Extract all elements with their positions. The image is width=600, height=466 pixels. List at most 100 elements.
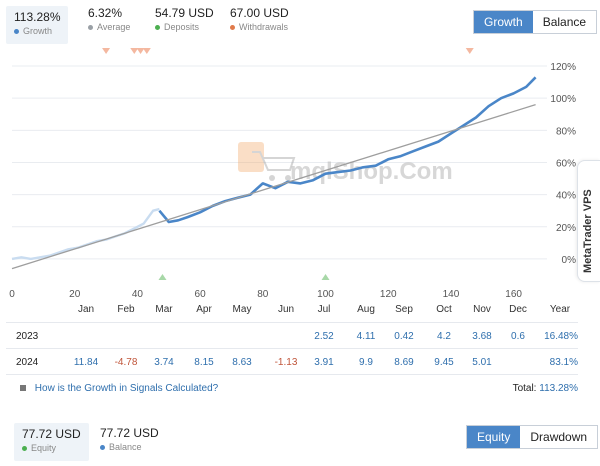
balance-dot-icon bbox=[100, 445, 105, 451]
x-tick-label: 0 bbox=[9, 289, 15, 300]
deposit-marker bbox=[158, 274, 167, 280]
monthly-table: Jan Feb Mar Apr May Jun Jul Aug Sep Oct Nov Dec Year… bbox=[0, 304, 600, 384]
withdrawal-marker bbox=[130, 48, 139, 54]
total-label: Total: bbox=[512, 383, 537, 394]
growth-tab[interactable]: Growth bbox=[474, 11, 533, 33]
x-tick-label: 20 bbox=[69, 289, 81, 300]
stat-growth[interactable]: 113.28% Growth bbox=[6, 6, 69, 44]
month-value-cell: 8.69 bbox=[394, 357, 414, 368]
deposit-marker bbox=[321, 274, 330, 280]
y-tick-label: 120% bbox=[550, 62, 576, 73]
year-label: 2023 bbox=[16, 331, 39, 342]
month-header: May bbox=[232, 304, 252, 315]
x-tick-label: 120 bbox=[380, 289, 397, 300]
drawdown-tab[interactable]: Drawdown bbox=[520, 426, 598, 448]
stat-deposits-value: 54.79 USD bbox=[155, 6, 214, 20]
month-value-cell: -4.78 bbox=[114, 357, 138, 368]
withdrawal-marker bbox=[465, 48, 474, 54]
watermark-text: mqlShop.Com bbox=[290, 158, 453, 185]
watermark: mqlShop.Com bbox=[238, 142, 453, 185]
equity-label: Equity bbox=[31, 443, 57, 453]
stat-withdrawals[interactable]: 67.00 USD Withdrawals bbox=[230, 6, 289, 38]
month-value-cell: 5.01 bbox=[472, 357, 492, 368]
help-row: How is the Growth in Signals Calculated? bbox=[20, 383, 218, 394]
equity-tab[interactable]: Equity bbox=[467, 426, 521, 448]
stat-average-label: Average bbox=[97, 22, 131, 32]
year-total-cell: 83.1% bbox=[549, 357, 578, 368]
cart-icon bbox=[238, 142, 296, 181]
stat-average[interactable]: 6.32% Average bbox=[88, 6, 130, 38]
withdrawal-marker bbox=[136, 48, 145, 54]
y-tick-label: 0% bbox=[562, 255, 577, 266]
month-value-cell: 0.42 bbox=[394, 331, 414, 342]
stat-deposits-label: Deposits bbox=[164, 22, 200, 32]
series-trend bbox=[11, 103, 536, 270]
withdrawal-marker bbox=[142, 48, 151, 54]
stat-average-value: 6.32% bbox=[88, 6, 123, 20]
x-tick-label: 40 bbox=[132, 289, 144, 300]
month-value-cell: 9.45 bbox=[434, 357, 454, 368]
x-tick-label: 160 bbox=[505, 289, 522, 300]
month-value-cell: 3.91 bbox=[314, 357, 334, 368]
stat-deposits[interactable]: 54.79 USD Deposits bbox=[155, 6, 214, 38]
month-header: Jun bbox=[277, 304, 295, 315]
month-header: Jan bbox=[77, 304, 95, 315]
month-value-cell: 0.6 bbox=[511, 331, 525, 342]
series-growth bbox=[158, 76, 537, 224]
equity-value: 77.72 USD bbox=[22, 427, 81, 441]
month-value-cell: -1.13 bbox=[274, 357, 298, 368]
vps-tab-label: MetaTrader VPS bbox=[582, 189, 594, 273]
total-value: 113.28% bbox=[539, 383, 578, 394]
month-header: Jul bbox=[317, 304, 331, 315]
total-row: Total: 113.28% bbox=[513, 383, 578, 394]
month-header: Apr bbox=[196, 304, 212, 315]
average-dot-icon bbox=[88, 25, 93, 31]
deposits-dot-icon bbox=[155, 25, 160, 31]
x-tick-label: 100 bbox=[317, 289, 334, 300]
year-label: 2024 bbox=[16, 357, 39, 368]
month-value-cell: 4.2 bbox=[437, 331, 451, 342]
withdrawals-dot-icon bbox=[230, 25, 235, 31]
balance-label: Balance bbox=[109, 442, 142, 452]
stat-withdrawals-value: 67.00 USD bbox=[230, 6, 289, 20]
help-link[interactable]: How is the Growth in Signals Calculated? bbox=[34, 383, 219, 394]
help-icon bbox=[20, 385, 26, 392]
x-tick-label: 80 bbox=[257, 289, 269, 300]
year-total-cell: 16.48% bbox=[544, 331, 578, 342]
month-header: Oct bbox=[436, 304, 452, 315]
y-tick-label: 20% bbox=[556, 223, 576, 234]
month-header: Sep bbox=[395, 304, 413, 315]
equity-dot-icon bbox=[22, 446, 27, 452]
stat-growth-label: Growth bbox=[23, 26, 53, 36]
metatrader-vps-tab[interactable]: MetaTrader VPS bbox=[577, 160, 600, 282]
series-growth-early bbox=[11, 207, 160, 261]
balance-value: 77.72 USD bbox=[100, 426, 159, 440]
equity-drawdown-toggle: Equity Drawdown bbox=[466, 425, 599, 449]
y-tick-label: 100% bbox=[550, 94, 576, 105]
y-tick-label: 60% bbox=[556, 158, 576, 169]
month-value-cell: 4.11 bbox=[356, 331, 376, 342]
withdrawal-marker bbox=[102, 48, 111, 54]
stat-equity[interactable]: 77.72 USD Equity bbox=[14, 423, 89, 461]
month-value-cell: 9.9 bbox=[359, 357, 373, 368]
growth-dot-icon bbox=[14, 29, 19, 35]
month-header: Dec bbox=[509, 304, 527, 315]
stat-balance[interactable]: 77.72 USD Balance bbox=[100, 426, 159, 458]
y-tick-label: 80% bbox=[556, 126, 576, 137]
balance-tab[interactable]: Balance bbox=[532, 11, 597, 33]
month-header: Mar bbox=[155, 304, 173, 315]
month-header: Nov bbox=[473, 304, 491, 315]
month-value-cell: 2.52 bbox=[314, 331, 334, 342]
month-value-cell: 8.63 bbox=[232, 357, 252, 368]
month-value-cell: 11.84 bbox=[73, 357, 99, 368]
y-tick-label: 40% bbox=[556, 191, 576, 202]
month-value-cell: 3.68 bbox=[472, 331, 492, 342]
month-header: Feb bbox=[117, 304, 135, 315]
x-tick-label: 60 bbox=[195, 289, 207, 300]
x-tick-label: 140 bbox=[443, 289, 460, 300]
growth-chart: mqlShop.Com 120% 100% 80% 60% 40% 20% 0% 0 20 40 6… bbox=[9, 48, 577, 300]
stat-growth-value: 113.28% bbox=[14, 10, 61, 24]
month-value-cell: 8.15 bbox=[194, 357, 214, 368]
month-header: Aug bbox=[357, 304, 375, 315]
month-header: Year bbox=[549, 304, 571, 315]
